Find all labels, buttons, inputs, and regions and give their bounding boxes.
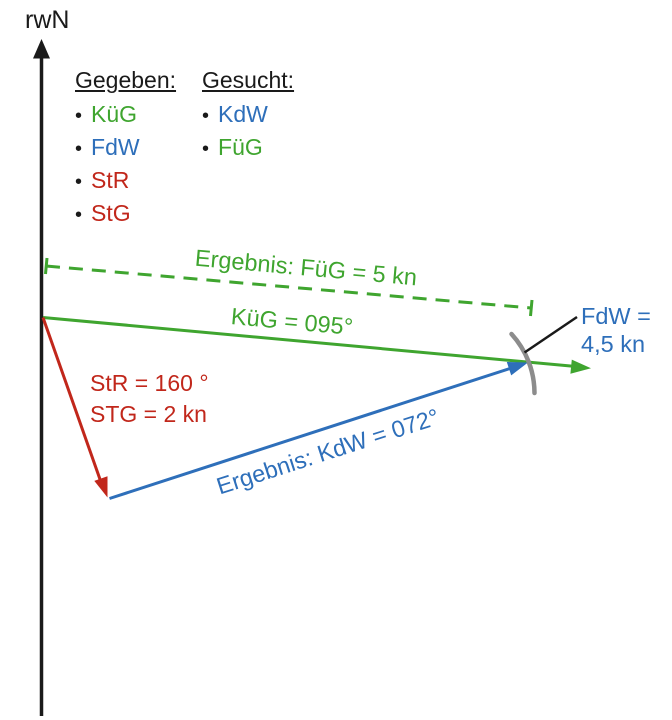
fdw-label-line1: FdW = — [581, 303, 651, 329]
fueg-start-tick — [44, 257, 49, 275]
legend-item-stg: • StG — [75, 198, 176, 231]
legend-item-kueg: • KüG — [75, 99, 176, 132]
stream-arrowhead-icon — [94, 476, 108, 498]
legend-item-kdw: • KdW — [202, 99, 294, 132]
legend-sought-header: Gesucht: — [202, 67, 295, 93]
fdw-speed-arc — [509, 331, 537, 396]
bullet-icon: • — [75, 138, 83, 160]
legend-item-label: FdW — [91, 134, 140, 160]
bullet-icon: • — [202, 105, 210, 127]
bullet-icon: • — [75, 204, 83, 226]
fdw-label: FdW = 4,5 kn — [581, 302, 651, 358]
north-axis-label: rwN — [25, 6, 70, 34]
north-axis-arrowhead-icon — [33, 39, 50, 59]
kdw-vector-line — [109, 366, 513, 500]
fueg-dashed-line — [45, 264, 532, 310]
legend-given-header: Gegeben: — [75, 67, 177, 93]
legend-item-label: StR — [91, 167, 130, 193]
stream-direction-label: StR = 160 ° — [90, 370, 209, 396]
stream-speed-label: STG = 2 kn — [90, 401, 207, 427]
legend-item-fdw: • FdW — [75, 132, 176, 165]
bullet-icon: • — [202, 138, 210, 160]
bullet-icon: • — [75, 105, 83, 127]
kdw-arrowhead-icon — [506, 362, 528, 376]
legend-given: Gegeben: • KüG • FdW • StR • StG — [75, 66, 176, 231]
legend-item-label: FüG — [218, 134, 263, 160]
kueg-arrowhead-icon — [570, 359, 591, 374]
legend-item-label: StG — [91, 200, 131, 226]
legend-item-label: KdW — [218, 101, 268, 127]
fdw-label-line2: 4,5 kn — [581, 331, 646, 357]
fdw-pointer-line — [523, 315, 578, 354]
bullet-icon: • — [75, 171, 83, 193]
stream-vector-line — [41, 317, 104, 486]
legend-item-label: KüG — [91, 101, 138, 127]
fueg-end-tick — [529, 299, 534, 317]
legend-sought: Gesucht: • KdW • FüG — [202, 66, 294, 165]
kueg-vector-line — [42, 316, 577, 368]
legend-item-fueg: • FüG — [202, 132, 294, 165]
legend-item-str: • StR — [75, 165, 176, 198]
